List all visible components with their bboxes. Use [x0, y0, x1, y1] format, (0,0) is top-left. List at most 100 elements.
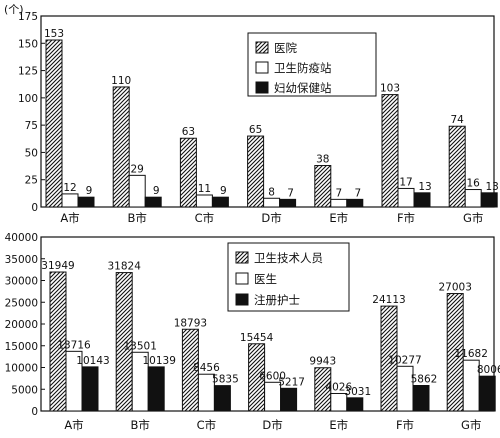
legend-label: 注册护士 — [254, 293, 300, 307]
bar — [213, 385, 231, 412]
legend-label: 卫生技术人员 — [254, 251, 323, 265]
bar — [263, 197, 281, 208]
data-label: 10277 — [388, 354, 421, 366]
bar — [195, 194, 213, 208]
category-label: C市 — [197, 418, 217, 432]
bar — [381, 94, 399, 208]
data-label: 103 — [380, 83, 400, 95]
category-label: E市 — [329, 211, 348, 225]
data-label: 18793 — [174, 317, 207, 329]
data-label: 31824 — [107, 261, 141, 273]
legend-label: 医生 — [254, 272, 277, 286]
y-tick-label: 5000 — [11, 384, 38, 396]
y-tick-label: 150 — [18, 38, 38, 50]
data-label: 9 — [153, 185, 160, 197]
y-tick-label: 20000 — [5, 319, 38, 331]
bar — [179, 137, 197, 208]
category-label: E市 — [329, 418, 348, 432]
y-tick-label: 125 — [18, 66, 38, 78]
data-label: 16 — [467, 178, 481, 190]
bar — [464, 189, 482, 208]
bar — [397, 187, 415, 208]
bar — [77, 196, 95, 208]
data-label: 8 — [268, 186, 275, 198]
category-label: F市 — [396, 418, 414, 432]
bar — [380, 305, 398, 412]
category-label: G市 — [461, 418, 481, 432]
category-label: G市 — [463, 211, 483, 225]
y-tick-label: 0 — [31, 406, 38, 418]
category-label: D市 — [261, 211, 281, 225]
data-label: 29 — [131, 163, 144, 175]
category-label: B市 — [128, 211, 147, 225]
data-label: 38 — [316, 154, 329, 166]
data-label: 10139 — [142, 355, 175, 367]
legend-label: 妇幼保健站 — [274, 81, 332, 95]
legend-swatch — [255, 61, 269, 74]
bar — [45, 39, 63, 208]
data-label: 13 — [486, 181, 499, 193]
data-label: 9 — [220, 185, 227, 197]
legend-swatch — [235, 272, 249, 285]
bar — [314, 165, 332, 208]
data-label: 110 — [111, 75, 131, 87]
category-label: C市 — [195, 211, 215, 225]
data-label: 7 — [354, 187, 361, 199]
y-tick-label: 75 — [25, 120, 38, 132]
data-label: 4026 — [325, 381, 352, 393]
legend-swatch — [255, 41, 269, 54]
y-tick-label: 10000 — [5, 363, 38, 375]
bar — [115, 272, 133, 412]
data-label: 10143 — [76, 355, 109, 367]
data-label: 11 — [198, 183, 211, 195]
data-label: 8006 — [477, 364, 500, 376]
bar — [346, 397, 364, 412]
bar — [446, 293, 464, 412]
data-label: 13 — [418, 181, 431, 193]
data-label: 9943 — [309, 356, 336, 368]
category-label: F市 — [397, 211, 415, 225]
data-label: 153 — [44, 28, 64, 40]
bar — [211, 196, 229, 208]
data-label: 5217 — [278, 376, 305, 388]
data-label: 3031 — [344, 386, 371, 398]
legend-swatch — [235, 251, 249, 264]
y-tick-label: 175 — [18, 11, 38, 23]
bar — [314, 367, 332, 412]
y-tick-label: 30000 — [5, 276, 38, 288]
bar — [248, 343, 266, 412]
category-label: B市 — [131, 418, 150, 432]
data-label: 9 — [86, 185, 93, 197]
y-tick-label: 25 — [25, 175, 38, 187]
bar — [128, 174, 146, 208]
bar — [448, 125, 466, 208]
data-label: 65 — [249, 124, 262, 136]
bar — [279, 198, 297, 208]
bar — [413, 192, 431, 208]
y-tick-label: 25000 — [5, 297, 38, 309]
y-tick-label: 0 — [31, 202, 38, 214]
data-label: 63 — [182, 126, 195, 138]
data-label: 17 — [399, 176, 412, 188]
bar — [346, 198, 364, 208]
data-label: 5835 — [212, 374, 239, 386]
bar — [147, 366, 165, 412]
bar — [81, 366, 99, 412]
bar — [280, 387, 298, 412]
data-label: 7 — [335, 187, 342, 199]
unit-label: (个) — [4, 3, 24, 16]
data-label: 24113 — [372, 294, 405, 306]
category-label: A市 — [60, 211, 79, 225]
legend-label: 卫生防疫站 — [274, 61, 332, 75]
data-label: 11682 — [454, 348, 487, 360]
data-label: 31949 — [41, 260, 74, 272]
bar — [247, 135, 265, 208]
bar — [412, 385, 430, 412]
bar — [181, 328, 199, 412]
bar — [480, 192, 498, 208]
legend-swatch — [255, 81, 269, 94]
data-label: 12 — [63, 182, 76, 194]
y-tick-label: 40000 — [5, 232, 38, 244]
data-label: 13716 — [57, 339, 91, 351]
